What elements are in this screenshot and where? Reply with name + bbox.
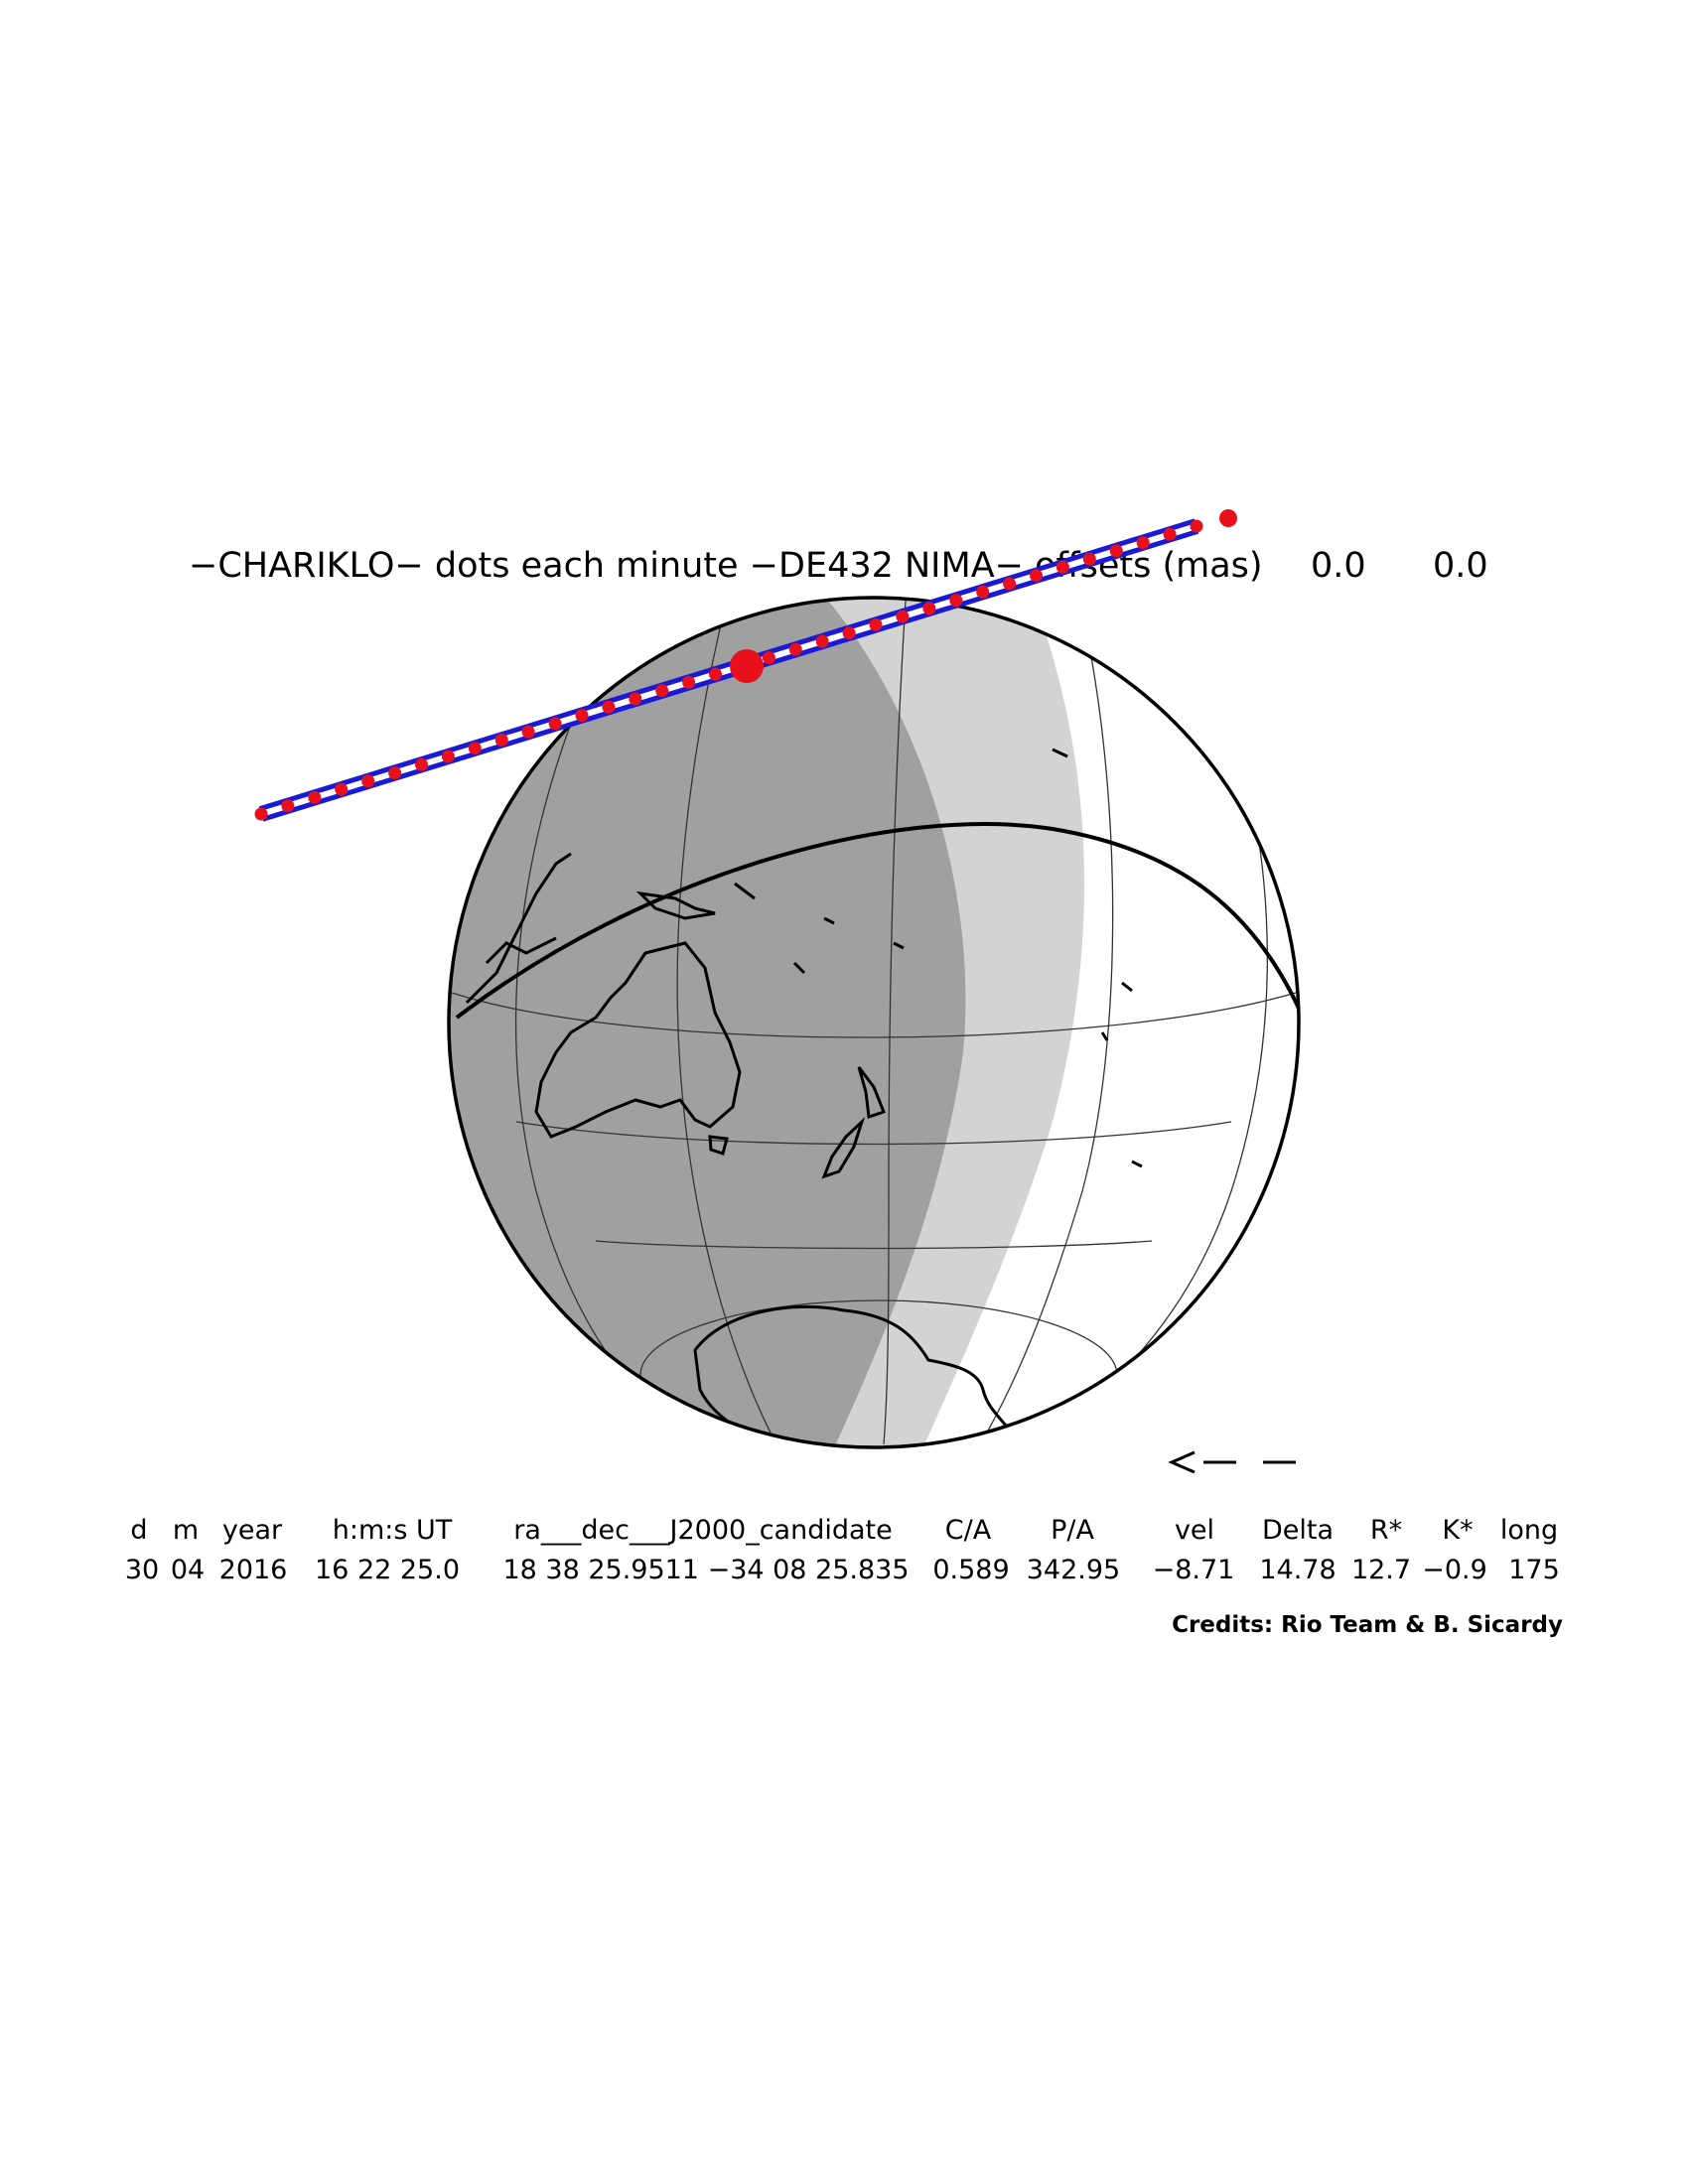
minute-dot (1136, 536, 1150, 550)
minute-dot (1030, 569, 1043, 583)
val-time: 16 22 25.0 (315, 1555, 460, 1585)
val-vel: −8.71 (1152, 1555, 1235, 1585)
australia-outline (534, 941, 742, 1139)
new-zealand-outline (821, 1066, 886, 1179)
offset-dec: 0.0 (1433, 546, 1488, 586)
title-text: −CHARIKLO− dots each minute −DE432 NIMA−… (189, 546, 1263, 586)
hdr-m: m (172, 1515, 200, 1546)
minute-dot (254, 807, 268, 821)
occultation-globe-map (254, 509, 1301, 1474)
offset-ra: 0.0 (1311, 546, 1366, 586)
minute-dot (709, 667, 722, 681)
closest-approach-dot (730, 649, 764, 683)
minute-dot (629, 692, 642, 706)
minute-dot (815, 634, 829, 648)
val-pa: 342.95 (1026, 1555, 1121, 1585)
asia-coast (465, 852, 572, 1005)
globe-rim (447, 596, 1301, 1449)
minute-dot (494, 733, 508, 747)
hdr-rstar: R* (1369, 1515, 1403, 1546)
table-header-row: d m year h:m:s UT ra___dec___J2000_candi… (0, 1515, 1688, 1555)
val-kstar: −0.9 (1422, 1555, 1487, 1585)
graticule (451, 600, 1297, 1447)
val-year: 2016 (218, 1555, 288, 1585)
new-guinea-outline (635, 890, 716, 920)
val-d: 30 (124, 1555, 160, 1585)
globe (447, 596, 1301, 1449)
minute-dot (922, 602, 936, 615)
minute-dot (388, 766, 402, 780)
hdr-long: long (1499, 1515, 1559, 1546)
hdr-vel: vel (1174, 1515, 1215, 1546)
val-radec: 18 38 25.9511 −34 08 25.835 (502, 1555, 910, 1585)
minute-dot (1190, 519, 1203, 533)
val-ca: 0.589 (932, 1555, 1010, 1585)
minute-dot (361, 774, 375, 788)
minute-dot (788, 642, 802, 656)
minute-dot (575, 709, 589, 723)
map-title: −CHARIKLO− dots each minute −DE432 NIMA−… (189, 541, 1509, 591)
hdr-hms: h:m:s UT (332, 1515, 453, 1546)
minute-dot (896, 610, 910, 623)
minute-dot (415, 757, 428, 771)
minute-dot (468, 742, 482, 755)
minute-dot (548, 717, 562, 731)
minute-dot (281, 799, 295, 813)
tasmania-outline (708, 1135, 729, 1156)
minute-dots (254, 519, 1203, 821)
table-value-row: 30 04 2016 16 22 25.0 18 38 25.9511 −34 … (0, 1555, 1688, 1594)
path-start-dot (1219, 509, 1237, 527)
val-long: 175 (1508, 1555, 1560, 1585)
minute-dot (1055, 560, 1069, 574)
hdr-delta: Delta (1261, 1515, 1335, 1546)
hdr-ca: C/A (944, 1515, 992, 1546)
minute-dot (602, 700, 616, 714)
minute-dot (682, 675, 696, 689)
minute-dot (521, 725, 535, 739)
minute-dot (842, 626, 856, 640)
minute-dot (655, 684, 669, 698)
minute-dot (976, 585, 990, 599)
val-rstar: 12.7 (1350, 1555, 1412, 1585)
left-arrow-icon (1168, 1450, 1296, 1474)
hdr-kstar: K* (1442, 1515, 1474, 1546)
minute-dot (1003, 577, 1017, 591)
hdr-pa: P/A (1051, 1515, 1094, 1546)
minute-dot (335, 782, 349, 796)
minute-dot (949, 594, 963, 608)
minute-dot (1109, 544, 1123, 558)
hdr-radec: ra___dec___J2000_candidate (513, 1515, 893, 1546)
minute-dot (1082, 552, 1096, 566)
minute-dot (869, 617, 883, 631)
credits: Credits: Rio Team & B. Sicardy (1172, 1612, 1563, 1638)
hdr-d: d (130, 1515, 148, 1546)
minute-dot (1163, 527, 1177, 541)
hdr-year: year (221, 1515, 283, 1546)
minute-dot (762, 651, 775, 665)
antarctica-outline (693, 1304, 1015, 1447)
ecliptic-line (455, 822, 1299, 1020)
minute-dot (441, 750, 455, 763)
val-delta: 14.78 (1259, 1555, 1336, 1585)
pacific-islands (734, 748, 1143, 1168)
val-m: 04 (170, 1555, 206, 1585)
occultation-path (254, 509, 1237, 822)
minute-dot (308, 790, 322, 804)
